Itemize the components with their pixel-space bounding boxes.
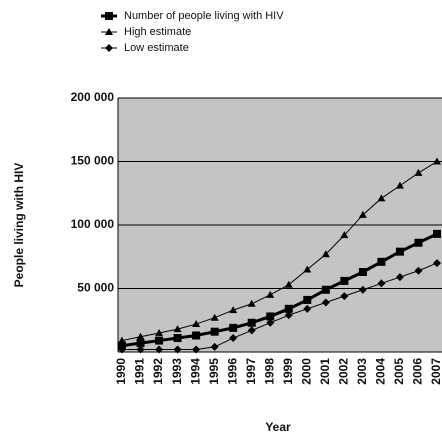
marker bbox=[303, 295, 312, 304]
marker bbox=[210, 327, 219, 336]
marker bbox=[377, 194, 386, 202]
marker bbox=[395, 181, 404, 189]
marker bbox=[210, 313, 219, 321]
marker bbox=[155, 336, 164, 345]
marker bbox=[229, 323, 238, 332]
x-tick-label: 2005 bbox=[392, 358, 406, 385]
marker bbox=[433, 259, 441, 268]
marker bbox=[192, 320, 201, 328]
x-tick-label: 1993 bbox=[170, 358, 184, 385]
marker bbox=[433, 229, 441, 238]
y-tick-label: 150 000 bbox=[71, 154, 115, 168]
x-tick-label: 1998 bbox=[262, 358, 276, 385]
marker bbox=[358, 267, 367, 276]
legend-marker bbox=[105, 12, 113, 20]
marker bbox=[340, 231, 349, 239]
x-tick-label: 2002 bbox=[337, 358, 351, 385]
marker bbox=[155, 328, 164, 336]
marker bbox=[395, 247, 404, 256]
marker bbox=[266, 290, 275, 298]
x-tick-label: 1992 bbox=[151, 358, 165, 385]
marker bbox=[192, 331, 201, 340]
marker bbox=[340, 276, 349, 285]
y-axis-label: People living with HIV bbox=[12, 163, 26, 288]
y-tick-label: 200 000 bbox=[71, 90, 115, 104]
marker bbox=[433, 157, 441, 165]
x-axis-label: Year bbox=[265, 420, 291, 434]
marker bbox=[377, 279, 386, 288]
x-tick-label: 2007 bbox=[429, 358, 442, 385]
marker bbox=[358, 210, 367, 218]
marker bbox=[414, 266, 423, 275]
x-tick-label: 2004 bbox=[374, 358, 388, 385]
marker bbox=[284, 280, 293, 288]
x-tick-label: 2000 bbox=[299, 358, 313, 385]
x-tick-label: 1996 bbox=[225, 358, 239, 385]
x-tick-label: 1999 bbox=[281, 358, 295, 385]
marker bbox=[377, 257, 386, 266]
y-tick-label: 100 000 bbox=[71, 217, 115, 231]
marker bbox=[414, 168, 423, 176]
x-tick-label: 1990 bbox=[114, 358, 128, 385]
marker bbox=[303, 304, 312, 313]
marker bbox=[136, 339, 145, 348]
x-tick-label: 2006 bbox=[411, 358, 425, 385]
marker bbox=[247, 326, 256, 335]
marker bbox=[173, 334, 182, 343]
marker bbox=[210, 342, 219, 351]
marker bbox=[136, 345, 145, 354]
marker bbox=[247, 318, 256, 327]
marker bbox=[414, 238, 423, 247]
marker bbox=[118, 345, 126, 354]
x-tick-label: 1997 bbox=[244, 358, 258, 385]
x-tick-label: 1991 bbox=[133, 358, 147, 385]
marker bbox=[321, 250, 330, 258]
legend-marker bbox=[105, 28, 113, 35]
marker bbox=[136, 332, 145, 340]
marker bbox=[229, 334, 238, 343]
marker bbox=[192, 345, 201, 354]
marker bbox=[247, 299, 256, 307]
marker bbox=[340, 292, 349, 301]
marker bbox=[155, 345, 164, 354]
legend-label: Number of people living with HIV bbox=[124, 10, 284, 22]
x-tick-label: 2001 bbox=[318, 358, 332, 385]
marker bbox=[321, 298, 330, 307]
legend: Number of people living with HIV High est… bbox=[101, 10, 284, 54]
marker bbox=[321, 285, 330, 294]
marker bbox=[266, 312, 275, 321]
x-tick-label: 1995 bbox=[207, 358, 221, 385]
x-tick-label: 1994 bbox=[188, 358, 202, 385]
marker bbox=[284, 304, 293, 313]
legend-label: Low estimate bbox=[124, 42, 189, 54]
y-tick-label: 50 000 bbox=[77, 281, 114, 295]
marker bbox=[395, 273, 404, 282]
x-tick-label: 2003 bbox=[355, 358, 369, 385]
marker bbox=[266, 318, 275, 327]
marker bbox=[173, 345, 182, 354]
marker bbox=[358, 285, 367, 294]
legend-label: High estimate bbox=[124, 26, 191, 38]
marker bbox=[173, 325, 182, 333]
marker bbox=[303, 265, 312, 273]
marker bbox=[229, 306, 238, 314]
marker bbox=[118, 336, 126, 344]
legend-marker bbox=[105, 44, 113, 52]
marker bbox=[284, 311, 293, 320]
line bbox=[121, 161, 438, 342]
